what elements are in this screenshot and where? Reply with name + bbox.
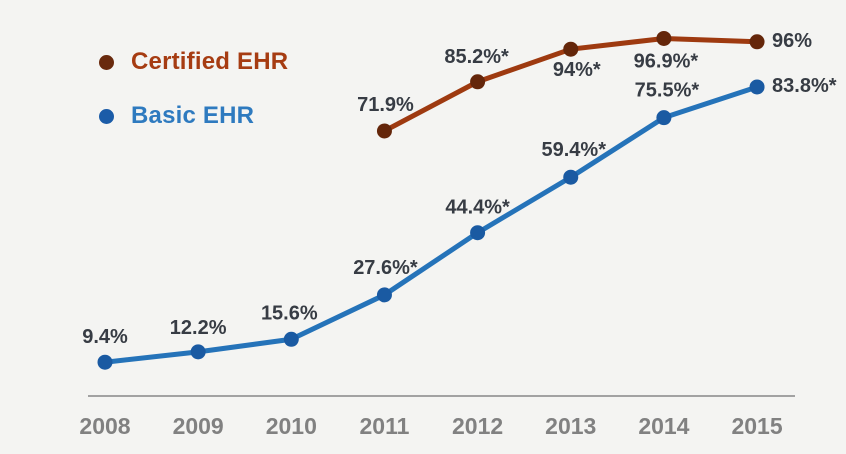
data-label-basic-ehr-2009: 12.2% <box>170 317 227 339</box>
series-line-basic-ehr <box>102 84 760 365</box>
x-tick-2009: 2009 <box>173 413 224 439</box>
point-basic-ehr-2012 <box>470 225 486 241</box>
legend-label-basic-ehr: Basic EHR <box>131 102 255 129</box>
point-basic-ehr-2014 <box>656 110 672 126</box>
point-basic-ehr-2011 <box>376 287 392 303</box>
data-label-basic-ehr-2011: 27.6%* <box>353 257 418 279</box>
data-label-basic-ehr-2013: 59.4%* <box>542 139 607 161</box>
data-label-certified-ehr-2011: 71.9% <box>357 94 414 116</box>
x-tick-2015: 2015 <box>731 413 782 439</box>
point-basic-ehr-2010 <box>283 331 299 347</box>
point-certified-ehr-2015 <box>749 34 765 50</box>
x-tick-2012: 2012 <box>452 413 503 439</box>
certified-ehr-bullet-icon <box>99 54 114 70</box>
x-tick-2011: 2011 <box>359 413 409 439</box>
point-certified-ehr-2012 <box>470 74 486 90</box>
point-certified-ehr-2014 <box>656 30 672 46</box>
legend-label-certified-ehr: Certified EHR <box>131 48 289 75</box>
data-label-certified-ehr-2013: 94%* <box>553 59 601 81</box>
point-certified-ehr-2011 <box>376 123 392 139</box>
data-label-basic-ehr-2008: 9.4% <box>82 326 128 348</box>
point-certified-ehr-2013 <box>563 41 579 57</box>
legend-item-basic-ehr: Basic EHR <box>99 102 288 130</box>
point-basic-ehr-2008 <box>97 354 113 370</box>
x-tick-2014: 2014 <box>638 413 689 439</box>
x-tick-2013: 2013 <box>545 413 596 439</box>
x-tick-2010: 2010 <box>266 413 317 439</box>
data-label-basic-ehr-2012: 44.4%* <box>445 197 510 219</box>
legend-item-certified-ehr: Certified EHR <box>99 48 288 76</box>
basic-ehr-bullet-icon <box>99 108 114 124</box>
x-tick-2008: 2008 <box>79 413 130 439</box>
point-basic-ehr-2015 <box>749 79 765 95</box>
point-basic-ehr-2009 <box>190 344 206 360</box>
point-basic-ehr-2013 <box>563 169 579 185</box>
data-label-certified-ehr-2014: 96.9%* <box>634 50 699 72</box>
data-label-certified-ehr-2015: 96% <box>772 30 812 52</box>
data-label-basic-ehr-2010: 15.6% <box>261 302 318 324</box>
data-label-basic-ehr-2014: 75.5%* <box>635 80 700 102</box>
data-label-basic-ehr-2015: 83.8%* <box>772 75 837 97</box>
chart-legend: Certified EHR Basic EHR <box>99 48 288 130</box>
data-label-certified-ehr-2012: 85.2%* <box>444 46 509 68</box>
